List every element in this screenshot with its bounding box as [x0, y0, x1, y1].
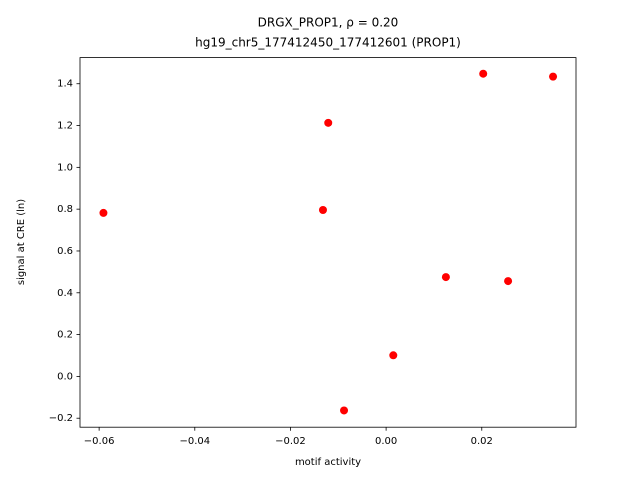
point: [504, 277, 513, 286]
point: [340, 406, 349, 415]
y-tick-label: 0.8: [57, 204, 73, 215]
x-tick-label: 0.00: [375, 436, 397, 447]
y-tick-label: 0.2: [57, 330, 73, 341]
y-axis-label: signal at CRE (ln): [16, 199, 27, 285]
x-tick-label: 0.02: [471, 436, 493, 447]
point: [441, 273, 450, 282]
x-tick-label: −0.02: [275, 436, 306, 447]
chart-subtitle: hg19_chr5_177412450_177412601 (PROP1): [195, 36, 461, 50]
chart-title: DRGX_PROP1, ρ = 0.20: [258, 16, 399, 30]
y-tick-label: −0.2: [49, 413, 73, 424]
y-tick-label: 0.4: [57, 288, 73, 299]
point: [318, 205, 327, 214]
x-axis-label: motif activity: [295, 457, 361, 468]
y-tick-label: 1.2: [57, 121, 73, 132]
x-tick-label: −0.06: [84, 436, 115, 447]
plot-frame: [79, 57, 577, 428]
x-tick-label: −0.04: [179, 436, 210, 447]
point: [549, 72, 558, 81]
point: [99, 208, 108, 217]
point: [324, 118, 333, 127]
y-tick-label: 1.0: [57, 162, 73, 173]
point: [479, 69, 488, 78]
point: [389, 351, 398, 360]
y-tick-label: 0.0: [57, 371, 73, 382]
y-tick-label: 0.6: [57, 246, 73, 257]
y-tick-label: 1.4: [57, 79, 73, 90]
